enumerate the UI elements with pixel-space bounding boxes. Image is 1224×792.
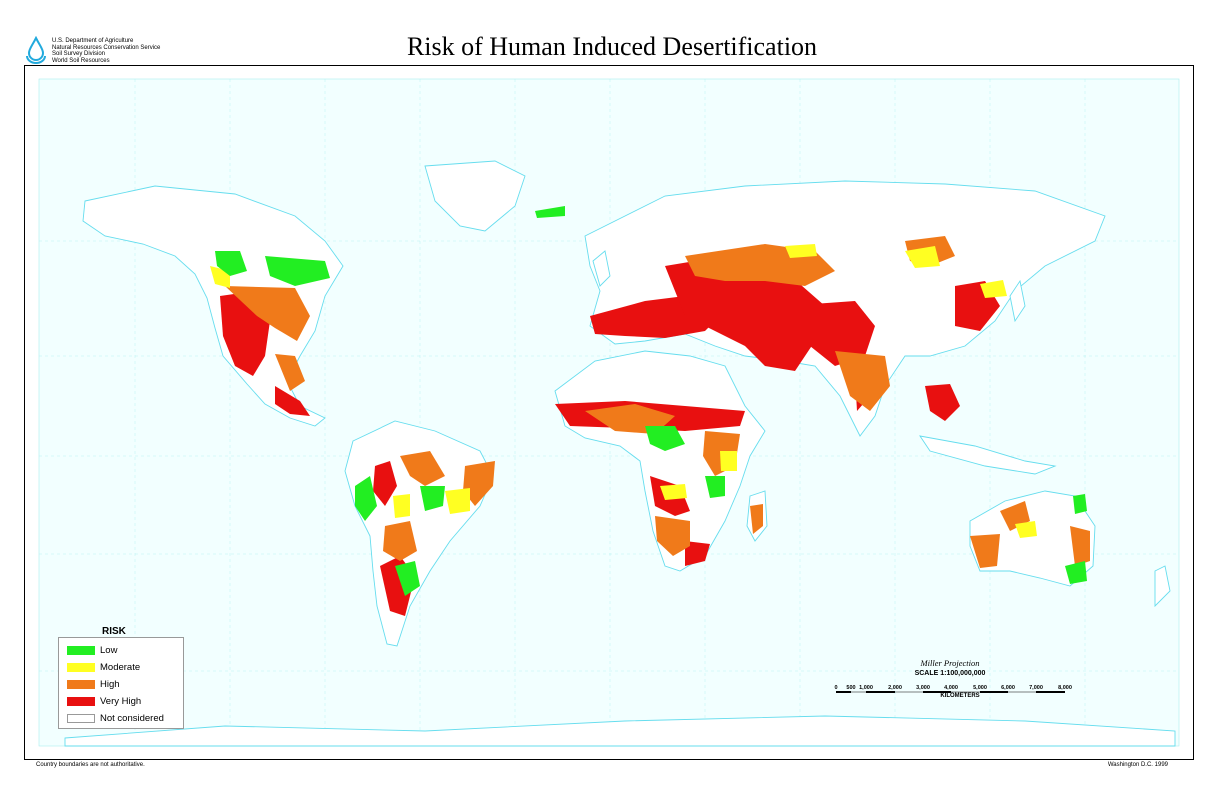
japan [1009, 279, 1026, 323]
legend-swatch-high [67, 679, 95, 689]
agency-line-4: World Soil Resources [52, 57, 110, 64]
scale-tick: 0 [834, 685, 837, 691]
north-america [82, 185, 344, 427]
legend-label-low: Low [100, 644, 118, 656]
scale-tick: 1,000 [859, 685, 873, 691]
scale-tick: 5,000 [973, 685, 987, 691]
british-isles [592, 250, 611, 287]
legend-item-moderate: Moderate [67, 661, 140, 673]
legend-swatch-not-considered [67, 713, 95, 723]
map-frame [24, 65, 1194, 760]
antarctica [64, 715, 1176, 747]
legend-swatch-low [67, 645, 95, 655]
scale-label: SCALE 1:100,000,000 [914, 670, 986, 677]
legend-label-very-high: Very High [100, 695, 142, 707]
low-risk-areas [215, 206, 1087, 596]
legend-item-not-considered: Not considered [67, 712, 164, 724]
legend-label-not-considered: Not considered [100, 712, 164, 724]
legend-label-moderate: Moderate [100, 661, 141, 673]
scale-unit: KILOMETERS [940, 693, 980, 699]
scale-tick: 500 [846, 685, 855, 691]
scale-bar: 0 500 1,000 2,000 3,000 4,000 5,000 6,00… [834, 685, 1072, 693]
projection-label: Miller Projection [920, 658, 980, 668]
map-title: Risk of Human Induced Desertification [406, 32, 818, 61]
legend: Low Moderate High Very High Not consider… [58, 637, 184, 729]
agency-block: U.S. Department of Agriculture Natural R… [24, 36, 160, 64]
boundary-note: Country boundaries are not authoritative… [36, 762, 145, 768]
scale-tick: 7,000 [1029, 685, 1043, 691]
scale-tick: 6,000 [1001, 685, 1015, 691]
legend-title: RISK [102, 626, 126, 637]
new-zealand [1154, 565, 1171, 608]
scale-tick: 8,000 [1058, 685, 1072, 691]
high-risk-areas [225, 236, 1090, 568]
world-map [38, 78, 1180, 747]
agency-line-1: U.S. Department of Agriculture [52, 38, 134, 44]
legend-item-very-high: Very High [67, 695, 141, 707]
legend-item-low: Low [67, 644, 117, 656]
scale-tick: 2,000 [888, 685, 902, 691]
agency-line-2: Natural Resources Conservation Service [52, 44, 161, 51]
greenland [424, 160, 526, 232]
legend-item-high: High [67, 678, 120, 690]
moderate-risk-areas [210, 244, 1037, 538]
legend-swatch-very-high [67, 696, 95, 706]
place-date: Washington D.C. 1999 [1107, 762, 1168, 768]
legend-label-high: High [100, 678, 120, 690]
legend-swatch-moderate [67, 662, 95, 672]
scale-tick: 4,000 [944, 685, 958, 691]
indonesia [919, 435, 1057, 475]
usda-nrcs-logo-icon [26, 36, 46, 64]
scale-tick: 3,000 [916, 685, 930, 691]
agency-line-3: Soil Survey Division [52, 51, 106, 57]
